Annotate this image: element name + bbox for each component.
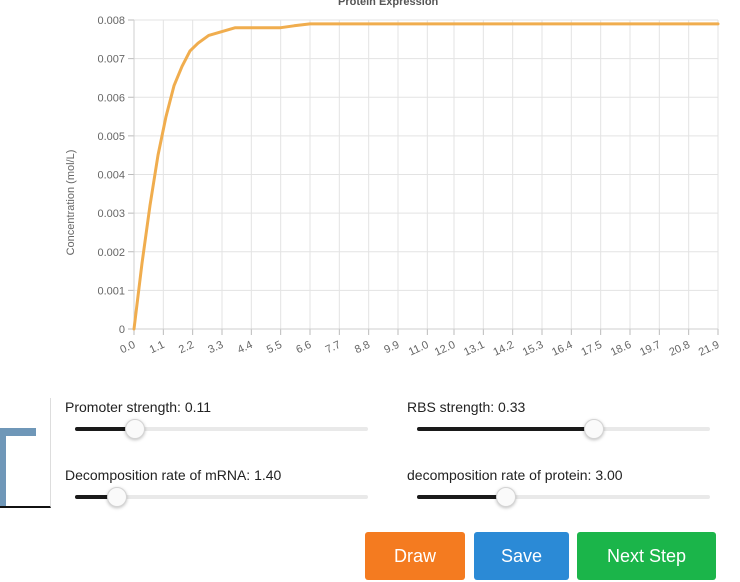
- promoter-strength-handle[interactable]: [124, 419, 145, 439]
- x-tick-label: 21.9: [697, 339, 721, 359]
- mrna-decay-handle[interactable]: [107, 487, 128, 507]
- draw-button[interactable]: Draw: [365, 532, 465, 580]
- x-tick-label: 7.7: [324, 339, 343, 356]
- promoter-strength-label: Promoter strength: 0.11: [65, 399, 212, 415]
- y-tick-label: 0.005: [97, 131, 125, 143]
- x-tick-label: 1.1: [148, 339, 167, 356]
- chart-plot: 00.0010.0020.0030.0040.0050.0060.0070.00…: [65, 15, 721, 359]
- save-button[interactable]: Save: [474, 532, 569, 580]
- circuit-preview-image: [0, 398, 51, 508]
- rbs-strength-handle[interactable]: [583, 419, 604, 439]
- mrna-decay-slider[interactable]: [75, 487, 368, 507]
- y-tick-label: 0.003: [97, 208, 125, 220]
- x-tick-label: 14.2: [491, 339, 515, 359]
- circuit-preview-bar: [0, 428, 36, 436]
- x-tick-label: 4.4: [236, 339, 255, 356]
- x-tick-label: 19.7: [638, 339, 662, 359]
- rbs-strength-slider[interactable]: [417, 419, 710, 439]
- x-tick-label: 3.3: [206, 339, 225, 356]
- promoter-strength-fill: [75, 427, 134, 431]
- x-tick-label: 11.0: [407, 339, 431, 359]
- next-step-button[interactable]: Next Step: [577, 532, 716, 580]
- mrna-decay-fill: [75, 495, 117, 499]
- chart-title: Protein Expression: [338, 0, 439, 8]
- rbs-strength-fill: [417, 427, 593, 431]
- circuit-preview-stem: [0, 428, 6, 506]
- y-tick-label: 0.006: [97, 92, 125, 104]
- x-tick-label: 5.5: [265, 339, 284, 356]
- x-tick-label: 13.1: [462, 339, 486, 359]
- x-tick-label: 8.8: [353, 339, 372, 356]
- y-tick-label: 0.002: [97, 247, 125, 259]
- mrna-decay-label: Decomposition rate of mRNA: 1.40: [65, 467, 282, 483]
- x-tick-label: 9.9: [382, 339, 401, 356]
- protein-decay-label: decomposition rate of protein: 3.00: [407, 467, 623, 483]
- y-tick-label: 0.008: [97, 15, 125, 27]
- protein-expression-chart: Protein Expression 0 0.001 0.002 0.003 0.004…: [65, 0, 721, 359]
- y-tick-label: 0: [119, 324, 125, 336]
- x-tick-label: 20.8: [667, 339, 691, 359]
- x-tick-label: 17.5: [579, 339, 603, 359]
- y-axis-title: Concentration (mol/L): [65, 150, 77, 256]
- protein-decay-handle[interactable]: [495, 487, 516, 507]
- rbs-strength-control: RBS strength: 0.33: [407, 398, 710, 439]
- x-tick-label: 0.0: [118, 339, 137, 356]
- y-tick-label: 0.001: [97, 285, 125, 297]
- x-tick-label: 16.4: [550, 339, 574, 359]
- x-tick-label: 6.6: [294, 339, 313, 356]
- protein-decay-slider[interactable]: [417, 487, 710, 507]
- x-tick-label: 12.0: [433, 339, 457, 359]
- y-tick-label: 0.004: [97, 170, 125, 182]
- protein-decay-fill: [417, 495, 505, 499]
- promoter-strength-slider[interactable]: [75, 419, 368, 439]
- mrna-decay-control: Decomposition rate of mRNA: 1.40: [65, 466, 368, 507]
- promoter-strength-control: Promoter strength: 0.11: [65, 398, 368, 439]
- x-tick-label: 15.3: [521, 339, 545, 359]
- series-line: [132, 22, 720, 331]
- y-tick-label: 0.007: [97, 54, 125, 66]
- protein-decay-control: decomposition rate of protein: 3.00: [407, 466, 710, 507]
- x-tick-label: 18.6: [609, 339, 633, 359]
- x-tick-label: 2.2: [177, 339, 196, 356]
- rbs-strength-label: RBS strength: 0.33: [407, 399, 526, 415]
